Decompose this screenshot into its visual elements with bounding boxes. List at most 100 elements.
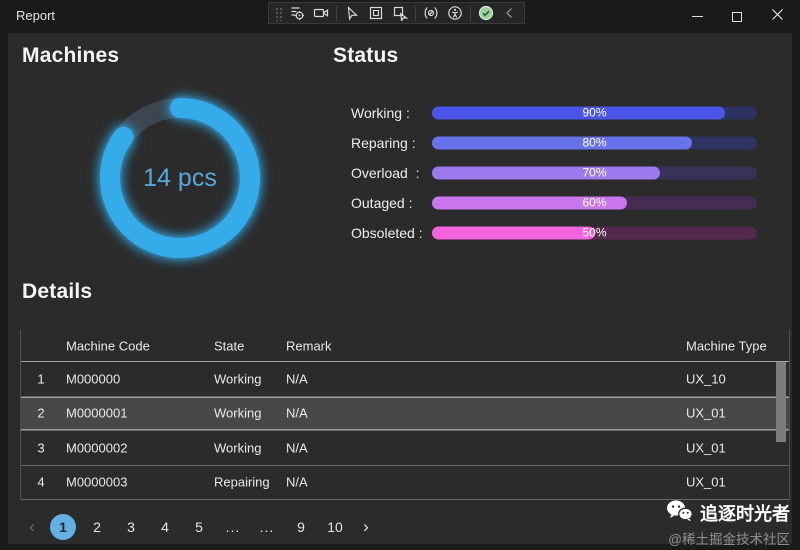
table-row[interactable]: 4 M0000003 Repairing N/A UX_01 bbox=[21, 466, 789, 500]
close-button[interactable] bbox=[757, 0, 797, 33]
cell-remark: N/A bbox=[286, 440, 308, 456]
screencast-icon[interactable] bbox=[312, 4, 330, 22]
cell-machine-type: UX_01 bbox=[686, 440, 726, 456]
toolbar-separator bbox=[336, 5, 337, 21]
cell-state: Working bbox=[214, 371, 262, 387]
collapse-toolbar-icon[interactable] bbox=[501, 4, 519, 22]
row-number: 3 bbox=[37, 440, 45, 456]
scan-accessibility-icon[interactable] bbox=[446, 4, 464, 22]
status-heading: Status bbox=[333, 44, 399, 67]
page-ellipsis: ... bbox=[259, 519, 275, 535]
machines-heading: Machines bbox=[22, 44, 120, 67]
pagination: ‹ 1 2 3 4 5 ... ... 9 10 › bbox=[22, 514, 376, 540]
page-button[interactable]: 9 bbox=[297, 519, 305, 535]
cell-machine-type: UX_10 bbox=[686, 371, 726, 387]
cell-remark: N/A bbox=[286, 371, 308, 387]
cell-machine-code: M0000002 bbox=[66, 440, 128, 456]
status-row: Overload : 70% bbox=[8, 158, 792, 188]
hot-reload-status-ok-icon[interactable] bbox=[477, 4, 495, 22]
close-icon bbox=[771, 8, 784, 26]
toolbar-separator bbox=[415, 5, 416, 21]
status-label: Reparing : bbox=[351, 135, 416, 151]
track-focused-element-icon[interactable] bbox=[391, 4, 409, 22]
cell-remark: N/A bbox=[286, 474, 308, 490]
status-label: Overload : bbox=[351, 165, 420, 181]
minimize-button[interactable] bbox=[677, 0, 717, 33]
cell-state: Working bbox=[214, 440, 262, 456]
row-number: 2 bbox=[37, 405, 45, 421]
titlebar: Report bbox=[0, 0, 800, 33]
previous-page-button[interactable]: ‹ bbox=[29, 517, 35, 536]
table-header: Machine Code State Remark Machine Type bbox=[21, 330, 789, 362]
details-table: Machine Code State Remark Machine Type 1… bbox=[20, 330, 790, 500]
page-button[interactable]: 5 bbox=[195, 519, 203, 535]
column-header-state: State bbox=[214, 338, 245, 353]
toolbar-grip-icon[interactable] bbox=[274, 5, 282, 21]
table-row[interactable]: 1 M000000 Working N/A UX_10 bbox=[21, 362, 789, 397]
status-bar-fill bbox=[432, 136, 692, 150]
table-row[interactable]: 3 M0000002 Working N/A UX_01 bbox=[21, 431, 789, 466]
status-row: Obsoleted : 50% bbox=[8, 218, 792, 248]
status-bar-track: 50% bbox=[432, 225, 757, 240]
status-bar-percent: 60% bbox=[582, 195, 607, 210]
report-content: Machines Status Details 14 pcs Working :… bbox=[8, 33, 792, 544]
cell-machine-code: M0000003 bbox=[66, 474, 128, 490]
maximize-icon bbox=[732, 11, 742, 22]
column-header-remark: Remark bbox=[286, 338, 332, 353]
column-header-machine-type: Machine Type bbox=[686, 338, 767, 353]
status-bar-track: 60% bbox=[432, 195, 757, 210]
table-scrollbar-thumb[interactable] bbox=[776, 362, 786, 442]
status-bar-percent: 90% bbox=[582, 105, 607, 120]
column-header-machine-code: Machine Code bbox=[66, 338, 150, 353]
cell-machine-type: UX_01 bbox=[686, 474, 726, 490]
row-number: 1 bbox=[37, 371, 45, 387]
maximize-button[interactable] bbox=[717, 0, 757, 33]
page-button[interactable]: 1 bbox=[50, 514, 76, 540]
hot-reload-icon[interactable] bbox=[422, 4, 440, 22]
cell-state: Repairing bbox=[214, 474, 270, 490]
cell-state: Working bbox=[214, 405, 262, 421]
debug-toolbar bbox=[268, 2, 525, 24]
next-page-button[interactable]: › bbox=[363, 517, 369, 536]
window-title: Report bbox=[16, 8, 56, 23]
status-bar-track: 80% bbox=[432, 136, 757, 150]
status-label: Working : bbox=[351, 105, 410, 121]
status-row: Reparing : 80% bbox=[8, 128, 792, 158]
status-bar-track: 70% bbox=[432, 165, 757, 180]
status-row: Outaged : 60% bbox=[8, 188, 792, 218]
page-button[interactable]: 4 bbox=[161, 519, 169, 535]
row-number: 4 bbox=[37, 474, 45, 490]
status-label: Obsoleted : bbox=[351, 225, 423, 241]
status-bar-fill bbox=[432, 166, 660, 180]
enable-element-selection-icon[interactable] bbox=[343, 4, 361, 22]
donut-center-label: 14 pcs bbox=[143, 163, 217, 192]
machines-donut-chart: 14 pcs bbox=[85, 83, 275, 273]
display-layout-adorners-icon[interactable] bbox=[367, 4, 385, 22]
watermark-subtitle: @稀土掘金技术社区 bbox=[668, 532, 790, 547]
toolbar-separator bbox=[470, 5, 471, 21]
table-row[interactable]: 2 M0000001 Working N/A UX_01 bbox=[21, 396, 789, 431]
status-bar-track: 90% bbox=[432, 105, 757, 120]
page-button[interactable]: 2 bbox=[93, 519, 101, 535]
cell-remark: N/A bbox=[286, 405, 308, 421]
status-bar-percent: 50% bbox=[582, 225, 607, 240]
status-bar-fill bbox=[432, 196, 627, 210]
status-bar-fill bbox=[432, 226, 595, 240]
status-bar-percent: 70% bbox=[582, 165, 607, 180]
page-button[interactable]: 3 bbox=[127, 519, 135, 535]
cell-machine-code: M0000001 bbox=[66, 405, 128, 421]
status-row: Working : 90% bbox=[8, 98, 792, 128]
wechat-icon bbox=[666, 499, 694, 527]
minimize-icon bbox=[691, 16, 703, 17]
details-heading: Details bbox=[22, 280, 93, 303]
status-label: Outaged : bbox=[351, 195, 413, 211]
watermark: 追逐时光者 @稀土掘金技术社区 bbox=[666, 499, 790, 548]
donut-arc bbox=[100, 98, 260, 258]
page-button[interactable]: 10 bbox=[327, 519, 343, 535]
table-scrollbar[interactable] bbox=[775, 362, 787, 499]
go-to-live-visual-tree-icon[interactable] bbox=[288, 4, 306, 22]
cell-machine-code: M000000 bbox=[66, 371, 121, 387]
watermark-name: 追逐时光者 bbox=[700, 504, 790, 524]
window-controls bbox=[677, 0, 797, 33]
page-ellipsis: ... bbox=[225, 519, 241, 535]
